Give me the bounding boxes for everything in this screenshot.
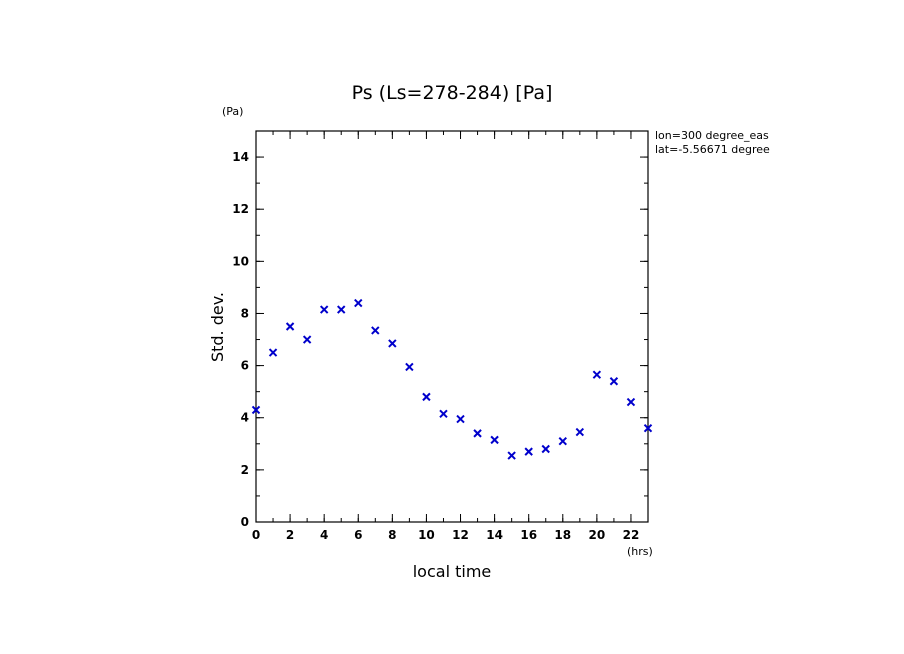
data-point bbox=[473, 429, 482, 438]
y-tick-label: 2 bbox=[241, 463, 249, 477]
annotation-lon: lon=300 degree_eas bbox=[655, 129, 769, 142]
y-tick-label: 10 bbox=[232, 254, 249, 268]
x-tick-label: 8 bbox=[388, 528, 396, 542]
data-point bbox=[643, 423, 653, 433]
data-point-stroke bbox=[592, 370, 602, 379]
y-tick-label: 6 bbox=[241, 359, 249, 373]
data-point bbox=[302, 335, 312, 344]
data-point bbox=[371, 326, 380, 335]
y-tick-label: 0 bbox=[241, 515, 249, 529]
x-tick-label: 14 bbox=[486, 528, 503, 542]
y-tick-label: 8 bbox=[241, 306, 249, 320]
data-point bbox=[439, 409, 448, 419]
data-point-stroke bbox=[405, 362, 414, 372]
data-point bbox=[507, 451, 516, 460]
x-tick-label: 18 bbox=[554, 528, 571, 542]
data-point-stroke bbox=[388, 339, 397, 348]
y-tick-label: 12 bbox=[232, 202, 249, 216]
data-point-stroke bbox=[456, 414, 465, 424]
data-point-stroke bbox=[371, 326, 380, 335]
chart-title: Ps (Ls=278-284) [Pa] bbox=[352, 82, 553, 104]
data-point bbox=[626, 397, 636, 407]
data-point-stroke bbox=[626, 397, 636, 407]
data-point-stroke bbox=[643, 423, 653, 433]
x-tick-label: 16 bbox=[520, 528, 537, 542]
data-point bbox=[490, 435, 499, 445]
annotation-lat: lat=-5.56671 degree bbox=[655, 143, 770, 156]
data-point-stroke bbox=[575, 427, 585, 437]
x-tick-label: 0 bbox=[252, 528, 260, 542]
data-point bbox=[251, 405, 261, 415]
data-point-stroke bbox=[319, 305, 329, 314]
data-point-stroke bbox=[268, 348, 278, 357]
data-point bbox=[575, 427, 585, 437]
data-point-stroke bbox=[541, 444, 550, 454]
data-point bbox=[422, 392, 431, 402]
data-point bbox=[524, 447, 533, 456]
x-unit-label: (hrs) bbox=[627, 545, 653, 558]
data-point-stroke bbox=[524, 447, 533, 456]
data-point-stroke bbox=[507, 451, 516, 460]
data-point-stroke bbox=[473, 429, 482, 438]
plot-frame bbox=[255, 130, 649, 523]
data-point bbox=[337, 305, 346, 314]
data-point-stroke bbox=[422, 392, 431, 402]
data-point-stroke bbox=[251, 405, 261, 415]
y-unit-label: (Pa) bbox=[222, 105, 243, 118]
data-point-stroke bbox=[354, 298, 363, 308]
data-points bbox=[251, 298, 653, 460]
data-point bbox=[388, 339, 397, 348]
x-tick-label: 10 bbox=[418, 528, 435, 542]
x-tick-label: 12 bbox=[452, 528, 469, 542]
x-tick-label: 22 bbox=[623, 528, 640, 542]
data-point bbox=[558, 436, 567, 446]
data-point-stroke bbox=[285, 322, 295, 331]
y-tick-label: 4 bbox=[241, 411, 249, 425]
data-point bbox=[456, 414, 465, 424]
data-point-stroke bbox=[558, 436, 567, 446]
axis-ticks: 0 2 4 6 8 10 12 14 16 18 20 22 0 2 4 6 8 10 12 14 bbox=[232, 130, 649, 542]
data-point bbox=[405, 362, 414, 372]
x-axis-label: local time bbox=[413, 562, 492, 581]
data-point bbox=[354, 298, 363, 308]
data-point bbox=[285, 322, 295, 331]
data-point bbox=[541, 444, 550, 454]
y-axis-label: Std. dev. bbox=[208, 292, 227, 362]
data-point-stroke bbox=[337, 305, 346, 314]
data-point bbox=[319, 305, 329, 314]
data-point-stroke bbox=[490, 435, 499, 445]
data-point bbox=[268, 348, 278, 357]
data-point bbox=[609, 377, 619, 386]
x-tick-label: 2 bbox=[286, 528, 294, 542]
data-point-stroke bbox=[439, 409, 448, 419]
data-point-stroke bbox=[609, 377, 619, 386]
data-point-stroke bbox=[302, 335, 312, 344]
data-point bbox=[592, 370, 602, 379]
x-tick-label: 20 bbox=[589, 528, 606, 542]
x-tick-label: 6 bbox=[354, 528, 362, 542]
x-tick-label: 4 bbox=[320, 528, 328, 542]
y-tick-label: 14 bbox=[232, 150, 249, 164]
